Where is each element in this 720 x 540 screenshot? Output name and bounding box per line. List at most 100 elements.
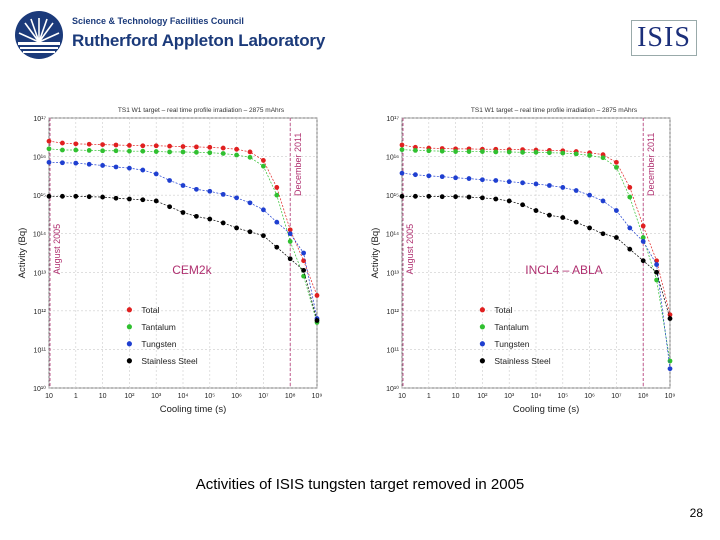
y-axis-label: Activity (Bq) [370,228,381,279]
data-point-total [167,143,173,149]
data-point-stainless-steel [234,225,240,231]
data-point-tungsten [46,159,52,165]
data-point-tantalum [113,148,119,154]
december-2011-annotation: December 2011 [646,133,656,196]
data-point-tantalum [167,149,173,155]
y-axis-label: Activity (Bq) [17,228,28,279]
data-point-tantalum [654,277,659,283]
data-point-stainless-steel [86,194,92,200]
data-point-tantalum [667,358,673,364]
y-tick-label: 10¹² [387,309,400,316]
august-2005-annotation: August 2005 [52,224,62,275]
data-point-tantalum [587,153,592,158]
x-tick-label: 10⁸ [638,393,649,400]
x-tick-label: 1 [427,393,431,400]
y-tick-label: 10¹⁴ [386,232,399,239]
x-tick-label: 10⁷ [258,393,269,400]
data-point-tantalum [426,148,432,154]
legend-label: Tungsten [141,339,176,349]
data-point-tantalum [439,148,445,154]
x-tick-label: 10 [398,393,406,400]
data-point-tantalum [180,149,186,155]
data-point-total [46,138,52,144]
data-point-tantalum [220,151,226,156]
data-point-stainless-steel [627,246,633,252]
data-point-tantalum [533,149,539,155]
data-point-total [86,141,92,147]
legend-marker [479,307,485,313]
y-tick-label: 10¹⁵ [33,193,46,200]
data-point-stainless-steel [301,267,306,273]
x-tick-label: 10⁶ [584,393,595,400]
data-point-total [399,142,405,148]
data-point-stainless-steel [587,225,592,231]
isis-logo: ISIS [631,20,697,56]
data-point-total [274,185,280,190]
x-tick-label: 10⁸ [285,393,296,400]
legend-marker [126,324,132,330]
data-point-tungsten [274,219,280,225]
data-point-stainless-steel [640,258,646,264]
data-point-tantalum [493,149,499,155]
y-tick-label: 10¹⁰ [33,385,46,393]
data-point-stainless-steel [100,194,105,200]
data-point-tantalum [640,235,646,240]
x-tick-label: 10⁶ [231,393,242,400]
x-tick-label: 10 [452,393,460,400]
data-point-tungsten [426,173,432,179]
data-point-tantalum [600,155,606,161]
data-point-tantalum [413,148,418,153]
data-point-tungsten [480,177,485,183]
data-point-tungsten [86,161,92,167]
data-point-stainless-steel [547,212,552,218]
y-tick-label: 10¹⁰ [386,385,399,393]
slide-caption: Activities of ISIS tungsten target remov… [195,476,525,493]
x-tick-label: 10⁹ [312,393,323,400]
data-point-stainless-steel [153,198,159,204]
data-point-tungsten [261,207,266,213]
data-point-tungsten [73,160,79,166]
data-point-tantalum [547,150,552,156]
model-label: CEM2k [172,263,212,277]
data-point-tungsten [399,170,405,176]
data-point-tungsten [547,183,552,188]
org-line-1: Science & Technology Facilities Council [72,16,244,26]
data-point-tungsten [413,172,418,178]
data-point-tungsten [234,195,240,201]
data-point-tungsten [167,178,173,183]
data-point-tantalum [274,192,280,198]
data-point-tungsten [153,171,159,177]
data-point-stainless-steel [453,194,458,200]
data-point-stainless-steel [261,233,266,239]
data-point-tantalum [153,149,159,154]
x-axis-label: Cooling time (s) [513,404,580,415]
data-point-total [207,144,213,150]
data-point-total [100,142,105,148]
y-tick-label: 10¹⁷ [33,116,46,123]
x-tick-label: 10⁵ [557,393,568,400]
data-point-stainless-steel [46,193,52,199]
data-point-tungsten [573,188,579,193]
data-point-tungsten [506,179,512,185]
august-2005-annotation: August 2005 [405,224,415,275]
data-point-tantalum [399,147,405,153]
legend-label: Tantalum [494,322,529,332]
data-point-tantalum [100,148,105,154]
data-point-total [127,142,132,148]
data-point-tungsten [194,186,199,192]
data-point-tantalum [234,152,240,158]
data-point-total [261,158,266,163]
data-point-total [113,142,119,148]
data-point-tungsten [60,160,65,166]
data-point-tungsten [466,176,472,181]
activity-chart-incl4-abla: TS1 W1 target – real time profile irradi… [370,107,675,415]
data-point-tantalum [46,146,52,152]
data-point-tungsten [287,231,293,237]
legend-marker [126,307,132,313]
data-point-total [287,227,293,233]
data-point-tantalum [520,149,525,155]
x-tick-label: 10⁴ [178,393,189,400]
legend-marker [126,358,132,364]
x-tick-label: 10 [99,393,107,400]
data-point-stainless-steel [220,220,226,226]
